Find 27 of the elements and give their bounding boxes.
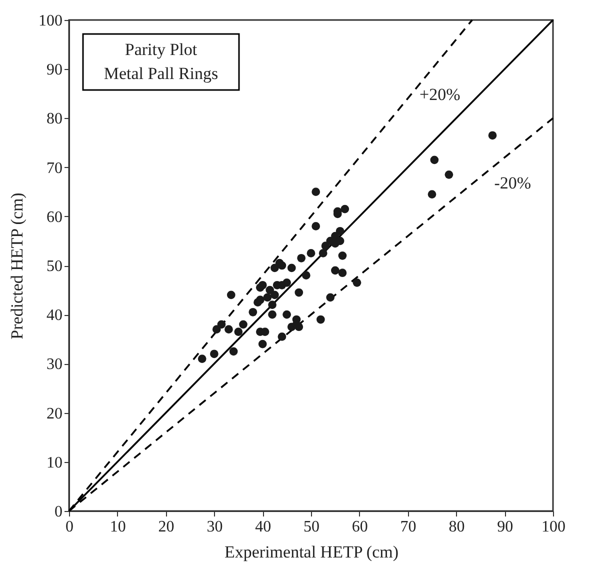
y-tick-label: 50 — [46, 258, 62, 275]
x-tick-label: 80 — [448, 518, 465, 536]
x-tick-label: 10 — [110, 518, 126, 536]
y-tick-label: 40 — [46, 307, 62, 324]
x-tick-label: 100 — [542, 518, 566, 536]
x-tick-label: 20 — [158, 518, 174, 536]
y-tick-label: 0 — [54, 504, 62, 520]
x-tick-label: 40 — [255, 518, 272, 536]
y-tick-label: 10 — [46, 454, 62, 472]
annotation: Parity Plot Metal Pall Rings — [104, 40, 218, 83]
series-label: -20% — [494, 173, 532, 192]
y-tick-label: 70 — [46, 160, 62, 177]
y-tick-label: 100 — [38, 12, 62, 30]
x-tick-label: 70 — [400, 518, 416, 536]
y-tick-label: 20 — [46, 405, 62, 422]
x-axis-title: Experimental HETP (cm) — [224, 542, 399, 562]
x-tick-label: 60 — [352, 518, 368, 536]
y-tick-label: 60 — [46, 208, 62, 226]
y-tick-label: 30 — [46, 356, 62, 374]
series-label: +20% — [419, 85, 460, 104]
x-tick-label: 0 — [66, 518, 74, 536]
y-tick-label: 90 — [46, 62, 62, 79]
y-axis-title: Predicted HETP (cm) — [8, 192, 26, 340]
x-tick-label: 50 — [304, 518, 320, 536]
x-tick-label: 30 — [206, 518, 223, 536]
y-tick-label: 80 — [46, 110, 62, 128]
x-tick-label: 90 — [497, 518, 514, 536]
